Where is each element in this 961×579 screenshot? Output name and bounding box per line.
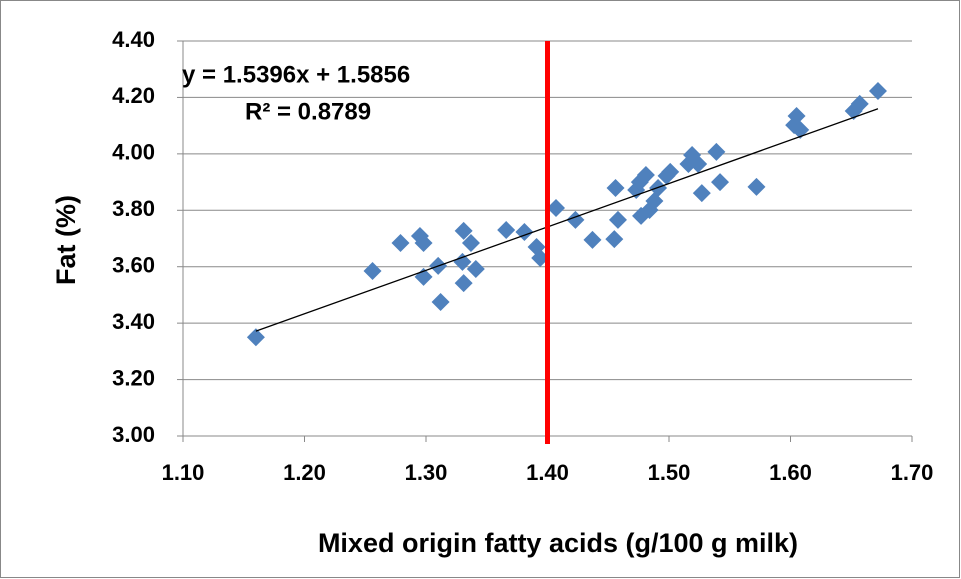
y-tick-label: 3.80 [112, 196, 155, 221]
point [431, 292, 450, 311]
point [547, 199, 566, 218]
r-squared: R² = 0.8789 [245, 98, 371, 125]
y-tick-label: 3.20 [112, 365, 155, 390]
point [636, 166, 655, 185]
point [661, 162, 680, 181]
x-tick-label: 1.40 [526, 460, 569, 485]
point [497, 221, 516, 240]
trendline [255, 108, 879, 332]
point [868, 81, 887, 100]
y-tick-label: 3.60 [112, 253, 155, 278]
x-tick-label: 1.70 [891, 460, 934, 485]
y-tick-label: 3.00 [112, 422, 155, 447]
y-tick-label: 4.00 [112, 140, 155, 165]
x-tick-label: 1.20 [283, 460, 326, 485]
x-tick-label: 1.60 [769, 460, 812, 485]
point [689, 155, 708, 174]
point [466, 259, 485, 278]
y-tick-label: 4.20 [112, 83, 155, 108]
y-axis-title: Fat (%) [51, 195, 81, 285]
point [606, 178, 625, 197]
point [453, 252, 472, 271]
x-tick-label: 1.30 [405, 460, 448, 485]
x-tick-label: 1.50 [648, 460, 691, 485]
point [461, 234, 480, 253]
y-tick-label: 4.40 [112, 27, 155, 52]
point [608, 210, 627, 229]
y-tick-label: 3.40 [112, 309, 155, 334]
point [707, 142, 726, 161]
point [363, 261, 382, 280]
point [605, 230, 624, 249]
point [531, 248, 550, 267]
point [787, 107, 806, 126]
x-tick-label: 1.10 [162, 460, 205, 485]
point [454, 274, 473, 293]
point [414, 234, 433, 253]
point [454, 221, 473, 240]
point [692, 184, 711, 203]
point [711, 173, 730, 192]
point [850, 94, 869, 113]
point [645, 191, 664, 210]
point [583, 230, 602, 249]
trend-equation: y = 1.5396x + 1.5856 [182, 61, 410, 88]
x-axis-title: Mixed origin fatty acids (g/100 g milk) [318, 528, 798, 558]
point [747, 177, 766, 196]
point [246, 328, 265, 347]
point [391, 234, 410, 253]
